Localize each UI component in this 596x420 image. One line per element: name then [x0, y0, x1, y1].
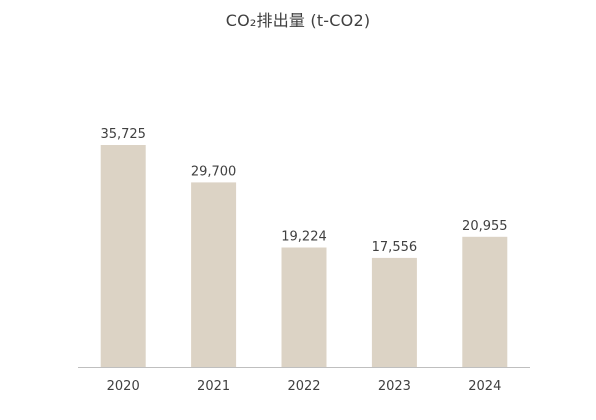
- data-label-2024: 20,955: [462, 219, 508, 234]
- bar-2020: [100, 145, 146, 367]
- bar-2021: [191, 182, 237, 367]
- bar-2024: [462, 236, 508, 367]
- x-tick-label-2020: 2020: [107, 379, 140, 394]
- x-tick-label-2022: 2022: [287, 379, 320, 394]
- data-label-2020: 35,725: [100, 127, 146, 142]
- bar-2023: [371, 257, 417, 367]
- data-label-2023: 17,556: [372, 240, 418, 255]
- data-label-2021: 29,700: [191, 164, 237, 179]
- chart-title: CO₂排出量 (t-CO2): [225, 11, 371, 30]
- data-labels-group: 35,725 29,700 19,224 17,556 20,955: [100, 127, 507, 255]
- bars-group: [100, 145, 508, 367]
- data-label-2022: 19,224: [281, 230, 327, 245]
- x-tick-labels-group: 2020 2021 2022 2023 2024: [107, 379, 502, 394]
- x-tick-label-2021: 2021: [197, 379, 230, 394]
- x-tick-label-2024: 2024: [468, 379, 501, 394]
- bar-2022: [281, 247, 327, 367]
- x-tick-label-2023: 2023: [378, 379, 411, 394]
